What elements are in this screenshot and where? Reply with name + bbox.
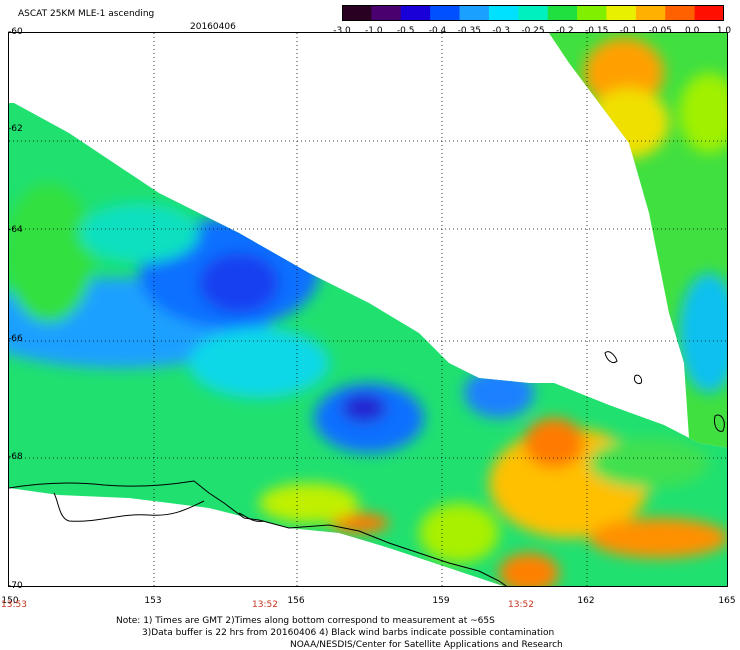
lat-label-62: -62 (8, 124, 23, 134)
color-scale-label: -0.3 (492, 26, 510, 36)
coastline (9, 351, 725, 586)
satellite-swath-map (8, 32, 728, 587)
lon-label-165: 165 (718, 596, 736, 606)
lat-label-70: -70 (8, 581, 23, 591)
color-scale-label: 0.0 (684, 26, 700, 36)
color-scale-label: -0.15 (585, 26, 609, 36)
lon-label-156: 156 (287, 596, 305, 606)
color-scale-swatch (400, 5, 431, 21)
color-scale-label: 1.0 (716, 26, 732, 36)
time-label: 13:53 (1, 600, 27, 610)
lat-label-68: -68 (8, 452, 23, 462)
swath-layer (9, 33, 727, 586)
color-scale-swatch (488, 5, 519, 21)
lon-label-159: 159 (432, 596, 450, 606)
color-scale-label: -0.25 (521, 26, 545, 36)
color-scale-swatch (547, 5, 578, 21)
footnote-line-2: 3)Data buffer is 22 hrs from 20160406 4)… (142, 628, 555, 638)
lat-label-64: -64 (8, 225, 23, 235)
color-scale-label: -0.1 (619, 26, 638, 36)
color-scale-label: -0.4 (428, 26, 447, 36)
time-label: 13:52 (252, 600, 278, 610)
color-scale-label: -0.5 (396, 26, 415, 36)
lat-label-66: -66 (8, 334, 23, 344)
color-scale-swatch (635, 5, 666, 21)
graticule (9, 33, 727, 586)
color-scale-swatch (665, 5, 696, 21)
color-scale-swatch (430, 5, 461, 21)
footnote-line-1: Note: 1) Times are GMT 2)Times along bot… (116, 616, 495, 626)
footnote-credit: NOAA/NESDIS/Center for Satellite Applica… (290, 640, 563, 650)
color-scale-label: -0.2 (556, 26, 574, 36)
map-title: ASCAT 25KM MLE-1 ascending (18, 9, 155, 19)
map-date: 20160406 (190, 22, 236, 32)
color-scale-bar (342, 5, 724, 21)
lat-label-60: -60 (8, 27, 23, 37)
lon-label-162: 162 (577, 596, 595, 606)
time-label: 13:52 (508, 600, 534, 610)
color-scale-swatch (518, 5, 549, 21)
color-scale-label: -0.35 (457, 26, 481, 36)
color-scale-swatch (577, 5, 607, 21)
color-scale-label: -1.0 (365, 26, 383, 36)
color-scale-label: -3.0 (333, 26, 351, 36)
color-scale-swatch (606, 5, 637, 21)
color-scale-label: -0.05 (648, 26, 672, 36)
color-scale-swatch (459, 5, 490, 21)
color-scale-swatch (342, 5, 372, 21)
lon-label-153: 153 (144, 596, 162, 606)
color-scale-swatch (694, 5, 724, 21)
lon-label-150: 150 (1, 596, 19, 606)
color-scale-swatch (371, 5, 402, 21)
